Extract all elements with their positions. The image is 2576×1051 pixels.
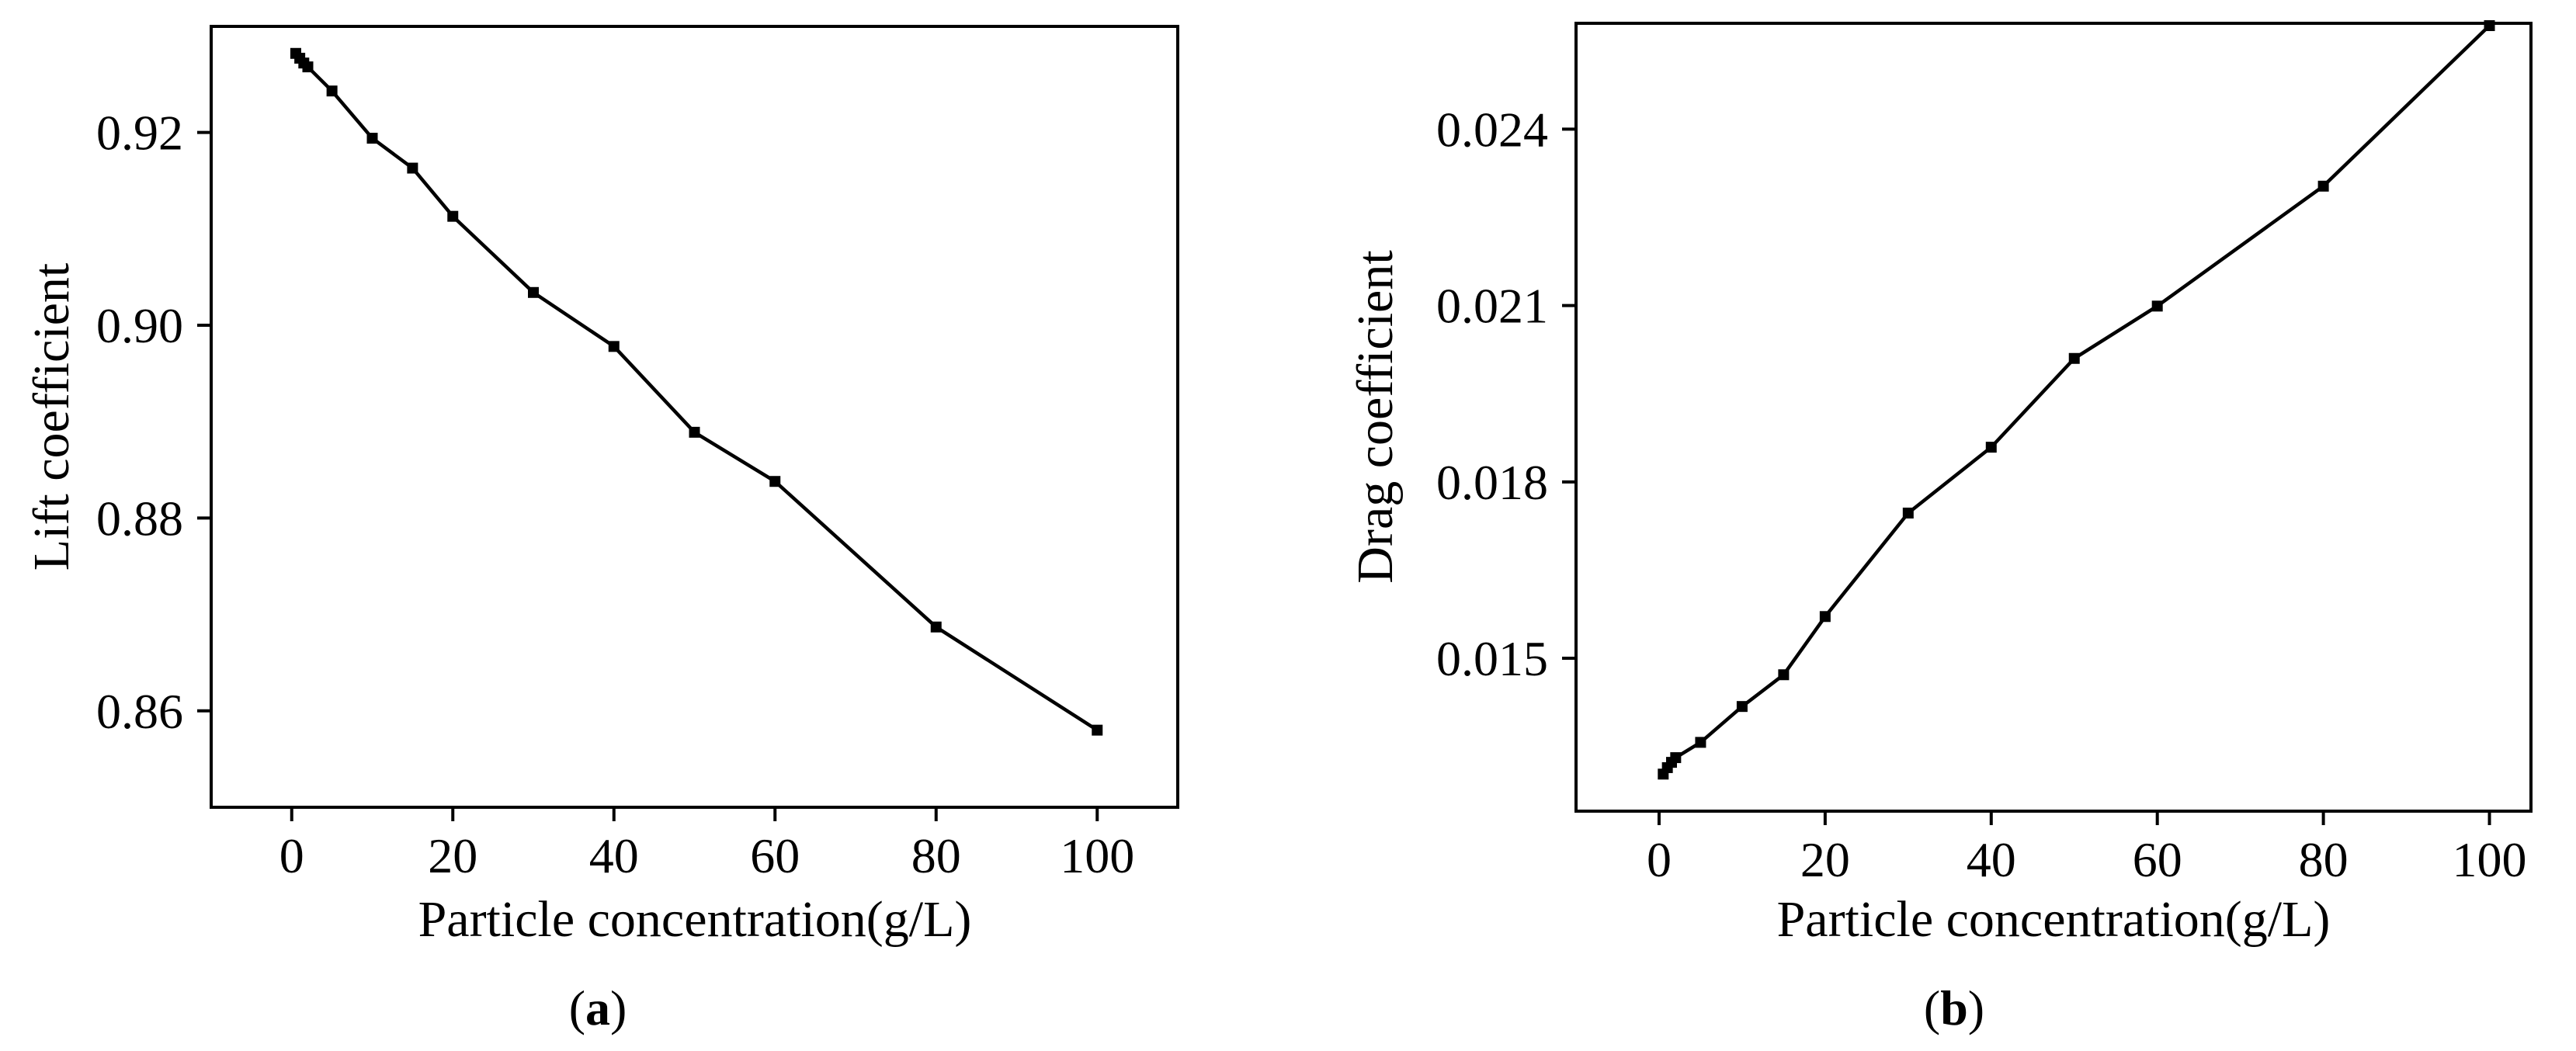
chart-b-x-axis-label: Particle concentration(g/L) xyxy=(1777,891,2331,948)
chart-a: 0 20 40 60 80 100 0.86 0.88 0.90 0.92 Particle c… xyxy=(23,25,1179,1035)
chart-a-point-11 xyxy=(769,476,781,487)
chart-a-x-tick-label-5: 100 xyxy=(1060,828,1134,883)
chart-b-x-tick-label-0: 0 xyxy=(1647,832,1672,887)
chart-a-x-axis-label: Particle concentration(g/L) xyxy=(418,891,972,948)
chart-a-panel-label: (a) xyxy=(569,980,627,1035)
chart-b-x-tick-label-3: 60 xyxy=(2133,832,2182,887)
chart-a-points xyxy=(290,47,1103,736)
chart-a-x-tick-label-2: 40 xyxy=(589,828,639,883)
chart-a-x-ticks: 0 20 40 60 80 100 xyxy=(279,807,1134,883)
chart-a-y-tick-label-3: 0.92 xyxy=(96,106,183,161)
chart-b-x-ticks: 0 20 40 60 80 100 xyxy=(1647,811,2527,887)
chart-b-series-line xyxy=(1661,24,2491,775)
chart-a-point-4 xyxy=(326,85,338,97)
chart-b-point-4 xyxy=(1695,737,1706,748)
chart-b-point-11 xyxy=(2151,300,2163,312)
chart-b-x-tick-label-5: 100 xyxy=(2453,832,2527,887)
chart-a-x-tick-label-0: 0 xyxy=(279,828,304,883)
chart-a-point-12 xyxy=(930,621,942,633)
chart-a-x-tick-label-4: 80 xyxy=(911,828,961,883)
chart-b-point-9 xyxy=(1985,442,1997,453)
chart-b-y-tick-label-1: 0.018 xyxy=(1436,455,1548,510)
chart-b-y-ticks: 0.015 0.018 0.021 0.024 xyxy=(1436,102,1576,686)
chart-b-x-tick-label-4: 80 xyxy=(2299,832,2349,887)
chart-a-y-axis-label: Lift coefficient xyxy=(23,263,80,571)
chart-a-y-ticks: 0.86 0.88 0.90 0.92 xyxy=(96,106,211,739)
chart-a-point-7 xyxy=(447,210,459,222)
chart-a-point-9 xyxy=(608,341,620,352)
chart-b-x-tick-label-1: 20 xyxy=(1800,832,1850,887)
chart-b-point-3 xyxy=(1670,752,1682,764)
chart-a-point-10 xyxy=(689,426,700,438)
chart-a-point-8 xyxy=(528,286,539,298)
chart-b-y-tick-label-3: 0.024 xyxy=(1436,102,1548,157)
chart-b-y-axis-label: Drag coefficient xyxy=(1347,250,1404,583)
chart-b-point-6 xyxy=(1778,669,1790,681)
chart-a-x-tick-label-3: 60 xyxy=(750,828,800,883)
chart-a-series-line xyxy=(294,52,1099,732)
chart-b-panel-label: (b) xyxy=(1924,980,1984,1035)
chart-b-point-8 xyxy=(1902,507,1914,519)
chart-b-x-tick-label-2: 40 xyxy=(1967,832,2016,887)
chart-b-point-10 xyxy=(2068,352,2080,364)
chart-a-point-5 xyxy=(366,133,378,144)
chart-a-x-tick-label-1: 20 xyxy=(428,828,477,883)
chart-a-point-6 xyxy=(407,162,418,174)
chart-b-point-12 xyxy=(2317,180,2329,192)
chart-a-y-tick-label-1: 0.88 xyxy=(96,491,183,546)
chart-b-point-5 xyxy=(1736,701,1748,713)
chart-a-point-3 xyxy=(302,61,314,73)
chart-b-plot-frame xyxy=(1574,22,2533,813)
chart-b-panel-letter: b xyxy=(1940,980,1968,1035)
chart-a-plot-frame xyxy=(210,25,1179,809)
chart-b: 0 20 40 60 80 100 0.015 0.018 0.021 0.024 Partic… xyxy=(1347,20,2533,1035)
chart-a-point-13 xyxy=(1092,724,1103,736)
chart-b-y-tick-label-2: 0.021 xyxy=(1436,279,1548,334)
chart-a-panel-letter: a xyxy=(585,980,610,1035)
chart-b-point-13 xyxy=(2484,20,2495,32)
chart-b-points xyxy=(1658,20,2495,780)
chart-a-y-tick-label-0: 0.86 xyxy=(96,684,183,739)
chart-b-point-7 xyxy=(1819,611,1831,623)
chart-b-y-tick-label-0: 0.015 xyxy=(1436,631,1548,686)
chart-a-y-tick-label-2: 0.90 xyxy=(96,298,183,353)
